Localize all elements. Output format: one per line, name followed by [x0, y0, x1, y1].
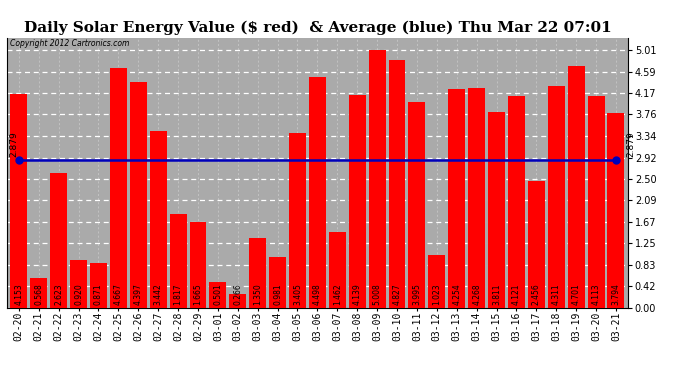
Bar	[249, 238, 266, 308]
Bar	[309, 76, 326, 308]
Bar	[50, 173, 67, 308]
Bar	[388, 60, 406, 308]
Bar	[110, 68, 127, 308]
Bar	[508, 96, 525, 308]
Text: 4.701: 4.701	[571, 283, 581, 305]
Text: 1.350: 1.350	[253, 283, 262, 305]
Bar	[269, 257, 286, 307]
Text: 4.121: 4.121	[512, 284, 521, 305]
Text: 1.665: 1.665	[193, 283, 202, 305]
Text: 1.817: 1.817	[174, 284, 183, 305]
Text: 4.139: 4.139	[353, 283, 362, 305]
Text: 2.879: 2.879	[626, 131, 635, 157]
Text: 4.667: 4.667	[114, 283, 123, 305]
Bar	[588, 96, 604, 308]
Text: 2.456: 2.456	[532, 283, 541, 305]
Text: 2.623: 2.623	[54, 283, 63, 305]
Bar	[90, 263, 107, 308]
Bar	[488, 112, 505, 308]
Text: 3.794: 3.794	[611, 283, 620, 305]
Bar	[170, 214, 186, 308]
Bar	[30, 278, 47, 308]
Text: 4.827: 4.827	[393, 283, 402, 305]
Bar	[329, 232, 346, 308]
Text: 0.871: 0.871	[94, 283, 103, 305]
Bar	[548, 86, 564, 308]
Text: 1.023: 1.023	[433, 283, 442, 305]
Bar	[448, 89, 465, 308]
Text: 3.811: 3.811	[492, 284, 501, 305]
Text: 0.266: 0.266	[233, 283, 242, 305]
Bar	[210, 282, 226, 308]
Text: 4.498: 4.498	[313, 283, 322, 305]
Bar	[150, 131, 166, 308]
Text: 4.113: 4.113	[591, 283, 600, 305]
Text: 4.153: 4.153	[14, 283, 23, 305]
Text: 5.008: 5.008	[373, 283, 382, 305]
Bar	[428, 255, 445, 308]
Bar	[348, 95, 366, 308]
Title: Daily Solar Energy Value ($ red)  & Average (blue) Thu Mar 22 07:01: Daily Solar Energy Value ($ red) & Avera…	[23, 21, 611, 35]
Bar	[368, 50, 386, 308]
Bar	[70, 260, 87, 308]
Text: 0.920: 0.920	[74, 283, 83, 305]
Bar	[10, 94, 28, 308]
Text: 4.268: 4.268	[472, 283, 481, 305]
Bar	[408, 102, 425, 308]
Text: 2.879: 2.879	[9, 131, 19, 157]
Text: 4.311: 4.311	[552, 283, 561, 305]
Text: 0.568: 0.568	[34, 283, 43, 305]
Text: 4.397: 4.397	[134, 283, 143, 305]
Bar	[568, 66, 584, 308]
Text: 1.462: 1.462	[333, 283, 342, 305]
Text: 3.442: 3.442	[154, 283, 163, 305]
Bar	[190, 222, 206, 308]
Bar	[607, 113, 624, 308]
Text: 3.405: 3.405	[293, 283, 302, 305]
Bar	[229, 294, 246, 307]
Text: 4.254: 4.254	[452, 283, 461, 305]
Text: 3.995: 3.995	[413, 283, 422, 305]
Bar	[469, 88, 485, 308]
Bar	[289, 133, 306, 308]
Text: 0.501: 0.501	[213, 283, 222, 305]
Text: Copyright 2012 Cartronics.com: Copyright 2012 Cartronics.com	[10, 39, 130, 48]
Bar	[528, 182, 545, 308]
Bar	[130, 82, 147, 308]
Text: 0.981: 0.981	[273, 283, 282, 305]
